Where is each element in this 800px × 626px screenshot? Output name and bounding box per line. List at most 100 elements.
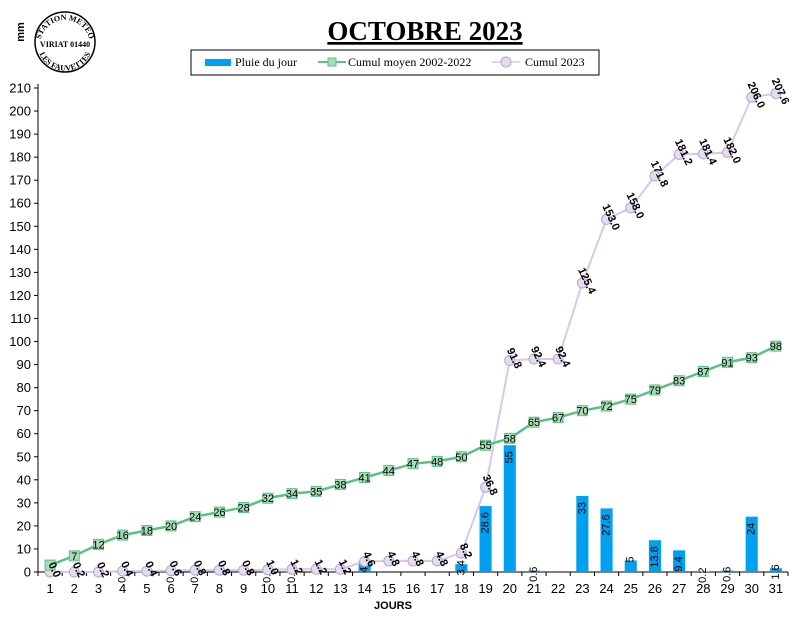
rain-bar-label: 28.6: [479, 512, 491, 533]
rain-bar-label: 55: [504, 451, 516, 463]
rain-bar: [673, 550, 686, 572]
cumul-2023-point: [407, 555, 419, 567]
cumul-2023-point: [576, 277, 588, 289]
cumul-2023-point: [625, 202, 637, 214]
x-tick-label: 21: [527, 581, 541, 596]
chart-title: OCTOBRE 2023: [327, 16, 522, 46]
mean-cumul-label: 20: [165, 521, 177, 533]
x-tick-label: 27: [672, 581, 686, 596]
y-tick-label: 70: [17, 403, 31, 418]
mean-cumul-point: [504, 432, 516, 444]
cumul-2023-point: [649, 170, 661, 182]
rain-bar: [745, 516, 758, 572]
cumul-2023-label: 1.0: [263, 558, 280, 577]
x-tick-label: 11: [285, 581, 299, 596]
mean-cumul-label: 75: [625, 394, 637, 406]
rain-bar-label: 27.6: [600, 514, 612, 535]
mean-cumul-label: 58: [504, 433, 516, 445]
rain-bar: [624, 560, 637, 572]
cumul-2023-point: [213, 564, 225, 576]
cumul-2023-point: [68, 566, 80, 578]
x-tick-label: 31: [769, 581, 783, 596]
rain-bar: [527, 570, 541, 572]
mean-cumul-label: 72: [600, 401, 612, 413]
x-tick-label: 26: [648, 581, 662, 596]
mean-cumul-label: 55: [479, 440, 491, 452]
x-tick-label: 20: [503, 581, 517, 596]
x-tick-label: 12: [309, 581, 323, 596]
cumul-2023-label: 0.0: [46, 560, 63, 579]
mean-cumul-label: 35: [310, 486, 322, 498]
cumul-2023-point: [189, 564, 201, 576]
cumul-2023-point: [746, 91, 758, 103]
cumul-2023-point: [92, 566, 104, 578]
mean-cumul-point: [697, 365, 709, 377]
rain-bar: [503, 445, 516, 572]
rain-bar: [455, 564, 468, 572]
x-tick-label: 18: [454, 581, 468, 596]
rain-bar: [600, 508, 613, 572]
cumul-2023-label: 4.6: [360, 550, 377, 569]
mean-cumul-point: [649, 384, 661, 396]
mean-cumul-point: [528, 416, 540, 428]
y-tick-label: 130: [9, 265, 31, 280]
legend-box: [190, 49, 600, 76]
x-tick-label: 6: [167, 581, 174, 596]
x-tick-label: 23: [575, 581, 589, 596]
cumul-2023-point: [359, 555, 371, 567]
axes: 0102030405060708090100110120130140150160…: [9, 81, 789, 596]
rain-bar-label: 1.6: [770, 564, 782, 579]
rain-bar-label: 33: [576, 502, 588, 514]
rain-bar-label: 9.4: [673, 556, 685, 571]
x-tick-label: 9: [240, 581, 247, 596]
mean-cumul-label: 83: [673, 376, 685, 388]
x-tick-label: 28: [696, 581, 710, 596]
mean-cumul-label: 34: [286, 489, 298, 501]
y-tick-label: 140: [9, 242, 31, 257]
cumul-2023-point: [238, 564, 250, 576]
rain-bar-label: 0.2: [697, 568, 709, 583]
x-tick-label: 30: [744, 581, 758, 596]
mean-cumul-point: [383, 465, 395, 477]
mean-cumul-point: [92, 538, 104, 550]
rain-bar: [721, 570, 734, 572]
cumul-2023-label: 0.8: [239, 559, 256, 578]
mean-cumul-point: [286, 488, 298, 500]
rain-bar: [479, 506, 492, 572]
mean-cumul-labels: 7 12 16 18 20 24 26 28 32 34 35 38 41 44 47 48 50 55 58 65 6…: [71, 341, 782, 563]
cumul-2023-label: 4.8: [384, 549, 401, 568]
cumul-2023-label: 1.2: [336, 558, 353, 577]
cumul-2023-line: [50, 92, 777, 573]
mean-cumul-point: [722, 356, 734, 368]
mean-cumul-label: 12: [92, 539, 104, 551]
y-tick-label: 190: [9, 127, 31, 142]
y-tick-label: 120: [9, 288, 31, 303]
y-tick-label: 110: [10, 311, 31, 326]
mean-cumul-point: [68, 550, 80, 562]
y-tick-label: 170: [9, 173, 31, 188]
y-axis-unit: mm: [15, 22, 27, 42]
cumul-2023-point: [431, 555, 443, 567]
mean-cumul-label: 28: [238, 502, 250, 514]
y-tick-label: 180: [9, 150, 31, 165]
mean-cumul-label: 65: [528, 417, 540, 429]
mean-cumul-point: [407, 458, 419, 470]
rain-bar-label: 3.4: [455, 560, 467, 575]
mean-cumul-label: 26: [213, 507, 225, 519]
mean-cumul-label: 70: [576, 406, 588, 418]
station-logo: STATION METEO VIRIAT 01440 LES FAUVETTES: [34, 11, 96, 73]
cumul-2023-point: [141, 565, 153, 577]
mean-cumul-point: [189, 511, 201, 523]
cumul-2023-label: 1.2: [312, 558, 329, 577]
legend-swatch-daily-rain: [205, 59, 231, 66]
cumul-2023-point: [117, 565, 129, 577]
x-tick-label: 24: [599, 581, 613, 596]
y-tick-label: 50: [17, 449, 31, 464]
cumul-2023-point: [383, 555, 395, 567]
y-tick-label: 20: [17, 518, 31, 533]
y-tick-label: 90: [17, 357, 31, 372]
cumul-2023-label: 4.8: [408, 549, 425, 568]
mean-cumul-label: 18: [141, 526, 153, 538]
daily-rain-bars: [116, 445, 782, 572]
